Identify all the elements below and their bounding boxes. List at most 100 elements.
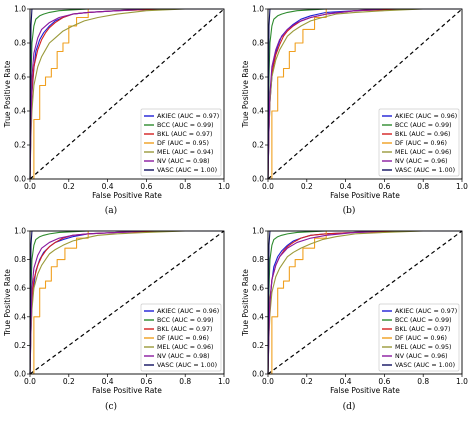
x-tick-label: 1.0 bbox=[456, 377, 468, 386]
legend-box bbox=[378, 108, 460, 177]
y-tick-label: 0.4 bbox=[252, 312, 264, 321]
legend-label-akiec: AKIEC (AUC = 0.97) bbox=[395, 308, 457, 315]
y-tick-label: 1.0 bbox=[14, 227, 26, 236]
roc-curve-df bbox=[30, 230, 224, 375]
legend-label-df: DF (AUC = 0.96) bbox=[157, 335, 209, 342]
y-tick-label: 0.0 bbox=[14, 370, 26, 379]
x-tick-label: 0.8 bbox=[417, 377, 429, 386]
plot-frame bbox=[29, 8, 225, 180]
legend-label-bkl: BKL (AUC = 0.97) bbox=[157, 131, 213, 138]
roc-curve-nv bbox=[267, 8, 462, 180]
roc-curve-df bbox=[268, 8, 462, 180]
legend: AKIEC (AUC = 0.97) BCC (AUC = 0.99) BKL (A… bbox=[378, 303, 460, 372]
roc-curve-nv bbox=[29, 8, 224, 180]
y-axis-label: True Positive Rate bbox=[3, 60, 12, 128]
y-tick-label: 0.0 bbox=[252, 175, 264, 184]
roc-panel-b: 0.00.0 0.2 0.2 0.4 0.4 0.6 0.6 0.8 0.8 1.0 1.0 Fals… bbox=[241, 5, 468, 217]
legend-box bbox=[140, 303, 222, 372]
y-tick-label: 1.0 bbox=[252, 5, 264, 14]
y-tick-label: 0.6 bbox=[14, 284, 26, 293]
legend: AKIEC (AUC = 0.97) BCC (AUC = 0.99) BKL (A… bbox=[140, 108, 222, 177]
roc-curve-mel bbox=[267, 8, 462, 180]
x-tick-label: 0.2 bbox=[301, 182, 313, 191]
x-tick-label: 0.4 bbox=[102, 182, 114, 191]
x-tick-label: 1.0 bbox=[218, 182, 230, 191]
legend-label-bcc: BCC (AUC = 0.99) bbox=[395, 122, 452, 129]
roc-curve-mel bbox=[267, 230, 462, 375]
legend-label-bkl: BKL (AUC = 0.97) bbox=[157, 326, 213, 333]
y-tick-label: 1.0 bbox=[14, 5, 26, 14]
y-tick-label: 0.8 bbox=[252, 255, 264, 264]
roc-panel-c: 0.00.0 0.2 0.2 0.4 0.4 0.6 0.6 0.8 0.8 1.0 1.0 Fals… bbox=[3, 227, 230, 413]
y-tick-label: 0.6 bbox=[252, 73, 264, 82]
roc-curve-mel bbox=[29, 230, 224, 375]
chance-diagonal-line bbox=[267, 8, 463, 180]
x-tick-label: 1.0 bbox=[218, 377, 230, 386]
x-tick-label: 0.6 bbox=[378, 182, 390, 191]
x-tick-label: 0.6 bbox=[140, 377, 152, 386]
x-tick-label: 0.2 bbox=[63, 377, 75, 386]
x-tick-label: 0.0 bbox=[24, 377, 36, 386]
legend: AKIEC (AUC = 0.96) BCC (AUC = 0.99) BKL (A… bbox=[140, 303, 222, 372]
x-tick-label: 0.6 bbox=[140, 182, 152, 191]
x-tick-label: 0.6 bbox=[378, 377, 390, 386]
y-tick-label: 0.8 bbox=[14, 39, 26, 48]
legend-box bbox=[378, 303, 460, 372]
x-tick-label: 0.0 bbox=[262, 182, 274, 191]
x-tick-label: 1.0 bbox=[456, 182, 468, 191]
legend-label-nv: NV (AUC = 0.98) bbox=[157, 353, 210, 360]
legend-label-nv: NV (AUC = 0.98) bbox=[157, 158, 210, 165]
legend-label-nv: NV (AUC = 0.96) bbox=[395, 353, 448, 360]
roc-panel-d: 0.00.0 0.2 0.2 0.4 0.4 0.6 0.6 0.8 0.8 1.0 1.0 Fals… bbox=[241, 227, 468, 413]
legend-label-vasc: VASC (AUC = 1.00) bbox=[395, 167, 455, 174]
plot-frame bbox=[267, 8, 463, 180]
y-tick-label: 0.0 bbox=[252, 370, 264, 379]
y-tick-label: 0.8 bbox=[14, 255, 26, 264]
y-tick-label: 0.2 bbox=[252, 341, 264, 350]
y-axis-label: True Positive Rate bbox=[241, 60, 250, 128]
chance-diagonal-line bbox=[29, 230, 225, 375]
x-tick-label: 0.0 bbox=[24, 182, 36, 191]
legend-label-bcc: BCC (AUC = 0.99) bbox=[157, 122, 214, 129]
roc-curve-nv bbox=[29, 230, 224, 375]
x-tick-label: 0.0 bbox=[262, 377, 274, 386]
roc-panel-a: 0.00.0 0.2 0.2 0.4 0.4 0.6 0.6 0.8 0.8 1.0 1.0 Fals… bbox=[3, 5, 230, 217]
y-tick-label: 0.4 bbox=[252, 107, 264, 116]
x-tick-label: 0.8 bbox=[417, 182, 429, 191]
x-tick-label: 0.2 bbox=[301, 377, 313, 386]
figure-caption: (b) bbox=[343, 205, 356, 216]
roc-curve-nv bbox=[267, 230, 462, 375]
y-tick-label: 0.0 bbox=[14, 175, 26, 184]
legend-label-akiec: AKIEC (AUC = 0.96) bbox=[395, 113, 457, 120]
legend-label-df: DF (AUC = 0.95) bbox=[157, 140, 209, 147]
legend-label-df: DF (AUC = 0.96) bbox=[395, 335, 447, 342]
figure-caption: (c) bbox=[105, 401, 117, 412]
y-tick-label: 0.6 bbox=[14, 73, 26, 82]
y-tick-label: 0.2 bbox=[14, 341, 26, 350]
legend-label-bcc: BCC (AUC = 0.99) bbox=[157, 317, 214, 324]
roc-curve-mel bbox=[29, 8, 224, 180]
y-tick-label: 0.8 bbox=[252, 39, 264, 48]
legend-label-akiec: AKIEC (AUC = 0.97) bbox=[157, 113, 219, 120]
x-axis-label: False Positive Rate bbox=[330, 386, 400, 395]
legend-label-bkl: BKL (AUC = 0.97) bbox=[395, 326, 451, 333]
legend-label-mel: MEL (AUC = 0.96) bbox=[395, 149, 451, 156]
chance-diagonal-line bbox=[29, 8, 225, 180]
roc-curve-df bbox=[30, 8, 224, 180]
x-tick-label: 0.4 bbox=[102, 377, 114, 386]
legend-label-mel: MEL (AUC = 0.95) bbox=[395, 344, 451, 351]
x-tick-label: 0.2 bbox=[63, 182, 75, 191]
legend-label-nv: NV (AUC = 0.96) bbox=[395, 158, 448, 165]
plot-frame bbox=[29, 230, 225, 375]
legend-label-mel: MEL (AUC = 0.96) bbox=[157, 344, 213, 351]
legend-label-vasc: VASC (AUC = 1.00) bbox=[395, 362, 455, 369]
y-tick-label: 0.6 bbox=[252, 284, 264, 293]
legend-label-bkl: BKL (AUC = 0.96) bbox=[395, 131, 451, 138]
legend-label-vasc: VASC (AUC = 1.00) bbox=[157, 362, 217, 369]
legend-label-df: DF (AUC = 0.96) bbox=[395, 140, 447, 147]
y-tick-label: 0.4 bbox=[14, 312, 26, 321]
x-axis-label: False Positive Rate bbox=[330, 191, 400, 200]
figure-caption: (a) bbox=[105, 205, 117, 216]
y-axis-label: True Positive Rate bbox=[3, 269, 12, 337]
x-tick-label: 0.8 bbox=[179, 182, 191, 191]
